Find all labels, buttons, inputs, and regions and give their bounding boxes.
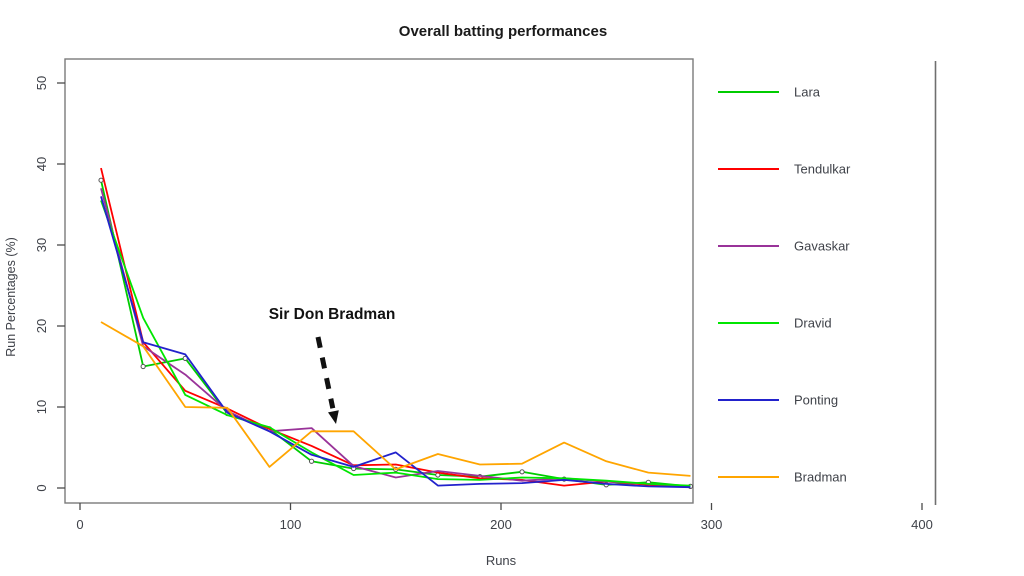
legend-label-bradman: Bradman: [794, 470, 847, 485]
y-tick-label: 30: [34, 238, 49, 252]
annotation-label: Sir Don Bradman: [268, 306, 396, 323]
series-line-lara: [100, 180, 691, 488]
y-axis-label: Run Percentages (%): [4, 237, 18, 357]
legend-label-lara: Lara: [794, 85, 821, 100]
y-tick-label: 50: [34, 76, 49, 90]
series-marker-lara: [308, 458, 315, 464]
annotation-arrow-shaft: [315, 336, 336, 409]
legend-label-dravid: Dravid: [794, 316, 832, 331]
legend-label-gavaskar: Gavaskar: [794, 239, 850, 254]
x-tick-label: 0: [76, 517, 83, 532]
x-axis-label: Runs: [486, 553, 517, 568]
plot-box: [64, 58, 694, 504]
y-tick-label: 0: [34, 484, 49, 491]
series-line-dravid: [100, 200, 691, 487]
series-marker-lara: [98, 177, 104, 183]
x-tick-label: 100: [280, 517, 302, 532]
y-tick-label: 10: [34, 400, 49, 414]
legend-label-ponting: Ponting: [794, 393, 838, 408]
legend-label-tendulkar: Tendulkar: [794, 162, 851, 177]
series-marker-lara: [140, 363, 146, 370]
series-line-bradman: [100, 321, 691, 477]
x-tick-label: 400: [911, 517, 933, 532]
series-marker-lara: [519, 469, 525, 475]
chart-title: Overall batting performances: [398, 23, 608, 40]
x-tick-label: 300: [701, 517, 723, 532]
y-tick-label: 40: [34, 157, 49, 171]
series-line-tendulkar: [100, 167, 691, 489]
series-line-gavaskar: [100, 188, 691, 488]
series-line-ponting: [100, 196, 691, 489]
x-tick-label: 200: [490, 517, 512, 532]
y-tick-label: 20: [34, 319, 49, 333]
annotation-arrow-head-icon: [328, 410, 339, 424]
